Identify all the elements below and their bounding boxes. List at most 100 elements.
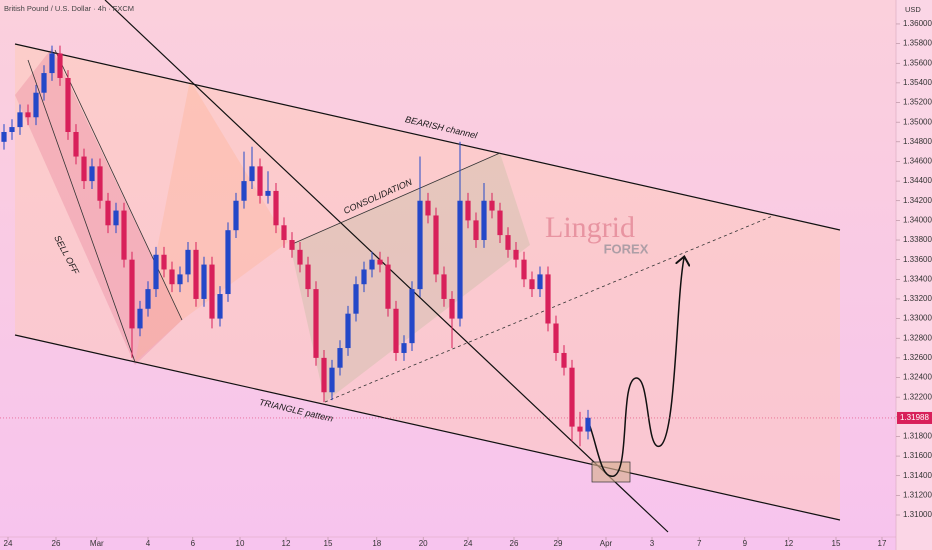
candle-body: [249, 166, 255, 182]
candle-body: [57, 53, 63, 78]
channel-upper: [14, 43, 841, 231]
sell-off-line: [27, 59, 136, 363]
candle-body: [121, 210, 127, 260]
consolidation-line: [289, 152, 501, 246]
candle-body: [353, 284, 359, 314]
candle-body: [369, 259, 375, 270]
candle-body: [25, 112, 31, 118]
y-tick-label: 1.34600: [903, 157, 932, 166]
channel-lower: [14, 334, 841, 521]
candle-body: [577, 426, 583, 432]
projection-arrow: [586, 258, 684, 477]
candle-body: [337, 348, 343, 368]
candle-body: [209, 264, 215, 319]
candle-body: [49, 53, 55, 74]
x-tick-label: 15: [324, 539, 333, 548]
y-tick-label: 1.33000: [903, 314, 932, 323]
price-axis-panel: [896, 0, 932, 550]
candle-body: [481, 200, 487, 241]
y-tick-label: 1.32800: [903, 333, 932, 342]
channel-fill: [15, 44, 840, 520]
candle-body: [17, 112, 23, 128]
candle-body: [289, 240, 295, 250]
candle-body: [433, 215, 439, 275]
candle-body: [257, 166, 263, 196]
x-tick-label: 26: [510, 539, 519, 548]
candle-body: [153, 254, 159, 290]
candle-body: [553, 323, 559, 353]
candle-body: [65, 77, 71, 132]
candle-body: [569, 367, 575, 427]
candle-body: [473, 220, 479, 241]
x-tick-label: Mar: [90, 539, 104, 548]
candle-body: [193, 249, 199, 299]
candle-body: [321, 357, 327, 393]
candle-body: [393, 308, 399, 353]
candle-body: [33, 92, 39, 118]
candle-body: [409, 289, 415, 344]
pattern-fill: [135, 80, 288, 362]
candle-body: [313, 289, 319, 358]
y-tick-label: 1.35600: [903, 58, 932, 67]
y-tick-label: 1.33200: [903, 294, 932, 303]
candle-body: [145, 289, 151, 309]
candle-body: [537, 274, 543, 290]
x-tick-label: 9: [743, 539, 748, 548]
candle-body: [545, 274, 551, 324]
sell-off-line: [54, 49, 183, 321]
candle-body: [345, 313, 351, 349]
candle-body: [97, 166, 103, 201]
candle-body: [497, 210, 503, 236]
x-tick-label: 17: [878, 539, 887, 548]
y-tick-label: 1.32400: [903, 373, 932, 382]
candle-body: [89, 166, 95, 182]
candle-body: [161, 254, 167, 270]
x-tick-label: 29: [554, 539, 563, 548]
sell-off-fill: [15, 48, 182, 365]
candle-body: [457, 200, 463, 319]
x-tick-label: 3: [650, 539, 655, 548]
x-tick-label: 12: [282, 539, 291, 548]
candle-body: [377, 259, 383, 265]
y-tick-label: 1.31200: [903, 490, 932, 499]
chart-title: British Pound / U.S. Dollar · 4h · FXCM: [4, 4, 134, 13]
candle-body: [41, 73, 47, 93]
x-tick-label: 4: [146, 539, 151, 548]
y-tick-label: 1.34800: [903, 137, 932, 146]
y-tick-label: 1.31800: [903, 432, 932, 441]
y-axis-label: USD: [905, 5, 921, 14]
y-tick-label: 1.31400: [903, 471, 932, 480]
x-tick-label: 24: [4, 539, 13, 548]
y-tick-label: 1.33800: [903, 235, 932, 244]
candle-body: [169, 269, 175, 285]
candle-body: [129, 259, 135, 329]
candle-body: [449, 298, 455, 319]
candle-body: [585, 417, 591, 432]
x-tick-label: Apr: [600, 539, 613, 548]
candle-body: [329, 367, 335, 393]
candle-body: [137, 308, 143, 329]
logo-sub: FOREX: [604, 241, 649, 256]
target-box: [591, 461, 631, 483]
candle-body: [201, 264, 207, 299]
plot: 1.310001.312001.314001.316001.318001.320…: [0, 19, 932, 548]
candle-body: [521, 259, 527, 280]
y-tick-label: 1.33600: [903, 255, 932, 264]
candle-body: [281, 225, 287, 241]
candle-body: [513, 249, 519, 260]
candle-body: [233, 200, 239, 231]
y-tick-label: 1.34400: [903, 176, 932, 185]
candle-body: [9, 127, 15, 132]
candle-body: [81, 156, 87, 182]
candle-body: [361, 269, 367, 285]
candle-body: [265, 190, 271, 196]
y-tick-label: 1.35200: [903, 98, 932, 107]
candle-body: [113, 210, 119, 226]
y-tick-label: 1.34000: [903, 215, 932, 224]
x-tick-label: 24: [464, 539, 473, 548]
x-tick-label: 18: [372, 539, 381, 548]
y-tick-label: 1.35000: [903, 117, 932, 126]
candle-body: [505, 235, 511, 250]
last-price-label: 1.31988: [900, 413, 929, 422]
